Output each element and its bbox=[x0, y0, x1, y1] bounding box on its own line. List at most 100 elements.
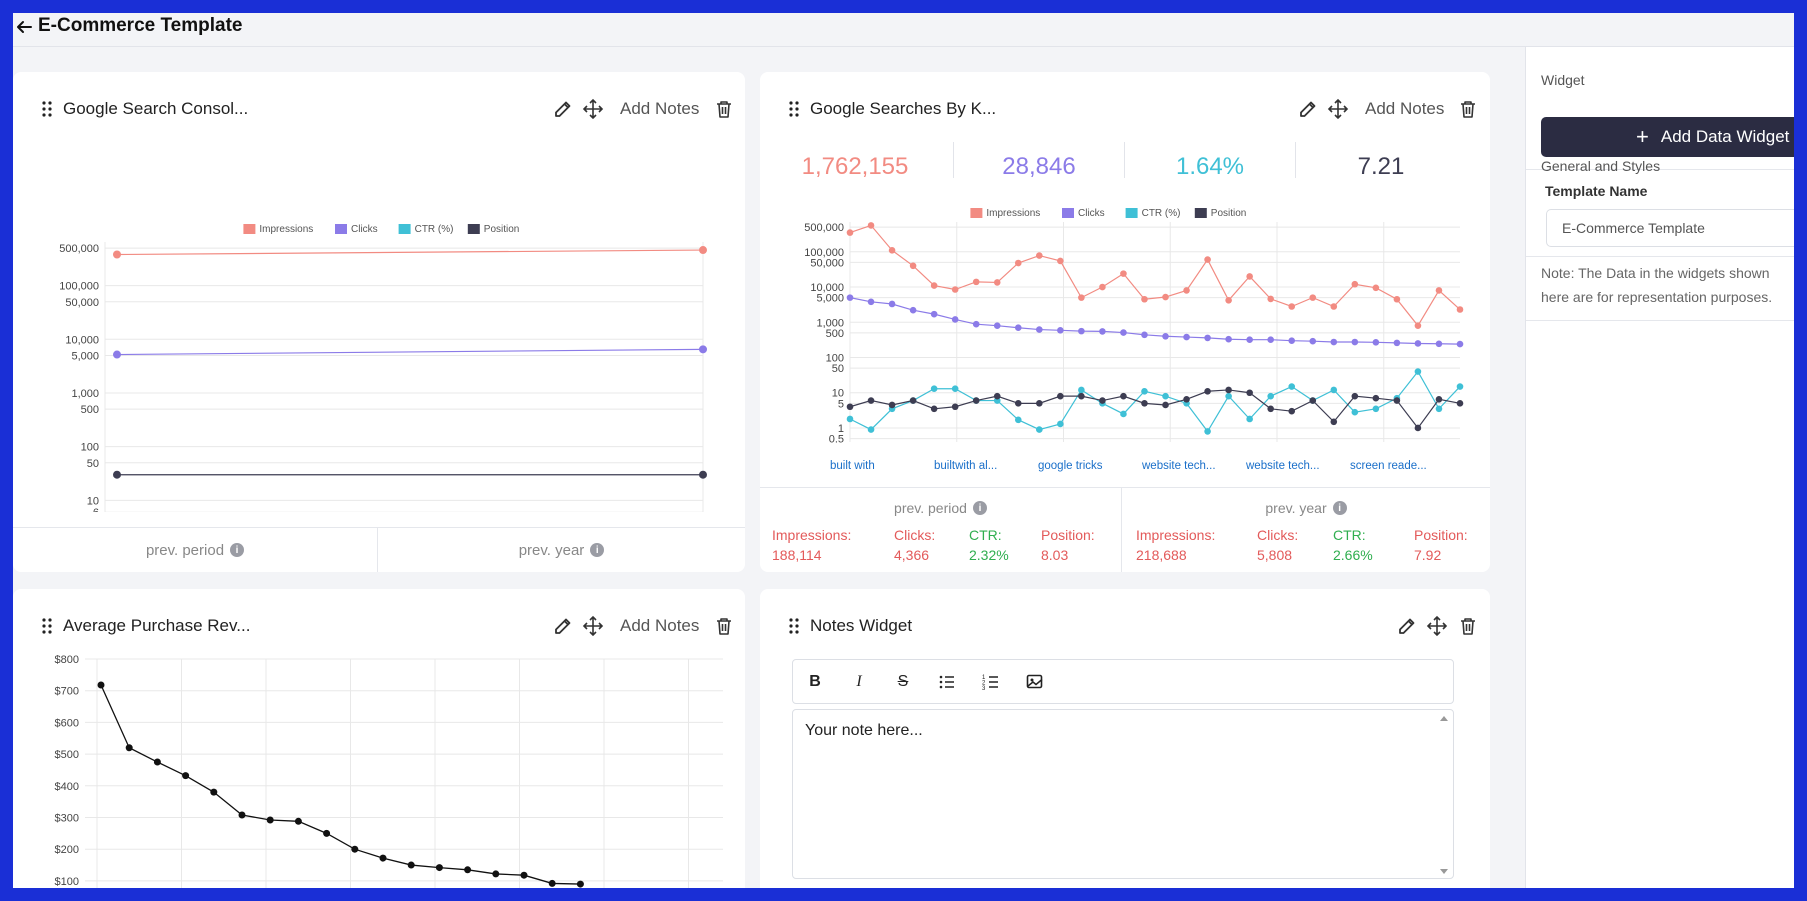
data-point bbox=[294, 817, 302, 825]
widget-title: Google Searches By K... bbox=[810, 99, 997, 118]
data-point bbox=[125, 744, 133, 752]
legend-swatch bbox=[1194, 208, 1207, 218]
widget-title: Average Purchase Rev... bbox=[63, 616, 251, 635]
divider bbox=[1526, 320, 1794, 321]
data-point bbox=[113, 350, 121, 359]
info-icon[interactable]: i bbox=[1332, 501, 1347, 515]
bullet-list-icon[interactable] bbox=[937, 672, 957, 692]
data-point bbox=[1078, 327, 1085, 335]
data-point bbox=[1162, 293, 1169, 301]
drag-handle-icon[interactable] bbox=[788, 617, 800, 635]
position-value: 8.03 bbox=[1041, 547, 1069, 563]
data-point bbox=[1204, 387, 1211, 395]
comparison-row: prev. period i prev. year i bbox=[13, 527, 745, 572]
data-point bbox=[1036, 400, 1043, 407]
data-point bbox=[972, 320, 980, 328]
data-point bbox=[1330, 386, 1338, 394]
data-point bbox=[930, 385, 938, 393]
pencil-icon[interactable] bbox=[1396, 615, 1418, 637]
move-arrows-icon[interactable] bbox=[582, 615, 604, 637]
pencil-icon[interactable] bbox=[1297, 98, 1319, 120]
y-tick-label: $400 bbox=[55, 781, 79, 793]
data-point bbox=[492, 870, 500, 878]
scroll-up-icon[interactable] bbox=[1439, 714, 1449, 722]
widget-header: Google Search Consol... Add Notes bbox=[13, 72, 745, 132]
data-point bbox=[1435, 396, 1443, 403]
data-point bbox=[846, 229, 854, 236]
impressions-value: 218,688 bbox=[1136, 547, 1187, 563]
add-notes-button[interactable]: Add Notes bbox=[620, 99, 700, 118]
data-point bbox=[1456, 400, 1464, 407]
widget-header: Average Purchase Rev... Add Notes bbox=[13, 589, 745, 649]
numbered-list-icon[interactable]: 123 bbox=[981, 672, 1001, 692]
legend-label: Impressions bbox=[259, 224, 313, 235]
data-point bbox=[1267, 392, 1274, 400]
bold-icon[interactable]: B bbox=[809, 673, 821, 690]
data-point bbox=[1330, 418, 1338, 426]
add-data-widget-button[interactable]: + Add Data Widget bbox=[1541, 117, 1794, 157]
info-icon[interactable]: i bbox=[590, 543, 605, 557]
legend-label: Position bbox=[1211, 208, 1247, 219]
divider bbox=[1526, 256, 1794, 257]
template-name-input[interactable] bbox=[1546, 209, 1794, 247]
data-point bbox=[1393, 339, 1401, 347]
data-point bbox=[379, 854, 387, 862]
data-point bbox=[210, 788, 218, 796]
data-point bbox=[1309, 397, 1317, 404]
prev-period-label: prev. period bbox=[894, 500, 967, 516]
series-line bbox=[116, 249, 704, 256]
note-editor[interactable]: Your note here... bbox=[792, 709, 1454, 879]
legend-swatch bbox=[467, 224, 480, 234]
pencil-icon[interactable] bbox=[552, 98, 574, 120]
legend-label: Impressions bbox=[986, 208, 1040, 219]
top-bar: E-Commerce Template bbox=[13, 13, 1794, 47]
scroll-down-icon[interactable] bbox=[1439, 868, 1449, 876]
info-icon[interactable]: i bbox=[972, 501, 987, 515]
move-arrows-icon[interactable] bbox=[1426, 615, 1448, 637]
kpi-divider bbox=[1295, 142, 1296, 178]
drag-handle-icon[interactable] bbox=[41, 617, 53, 635]
add-notes-button[interactable]: Add Notes bbox=[1365, 99, 1445, 118]
app-window: E-Commerce Template Google Search Consol… bbox=[13, 13, 1794, 888]
trash-icon[interactable] bbox=[713, 98, 735, 120]
data-point bbox=[888, 247, 896, 254]
move-arrows-icon[interactable] bbox=[1327, 98, 1349, 120]
clicks-value: 5,808 bbox=[1257, 547, 1293, 563]
arrow-left-icon[interactable] bbox=[13, 15, 37, 39]
data-point bbox=[1225, 386, 1232, 394]
impressions-label: Impressions: bbox=[772, 527, 852, 543]
kpi-divider bbox=[953, 142, 954, 178]
pencil-icon[interactable] bbox=[552, 615, 574, 637]
trash-icon[interactable] bbox=[713, 615, 735, 637]
data-point bbox=[972, 397, 980, 404]
info-icon[interactable]: i bbox=[230, 543, 245, 557]
kpi-impressions: 1,762,155 bbox=[801, 153, 909, 180]
data-point bbox=[888, 401, 896, 409]
move-arrows-icon[interactable] bbox=[582, 98, 604, 120]
data-point bbox=[909, 397, 917, 404]
trash-icon[interactable] bbox=[1457, 615, 1479, 637]
data-point bbox=[1246, 273, 1253, 280]
impressions-value: 188,114 bbox=[772, 547, 822, 563]
data-point bbox=[351, 845, 359, 853]
add-notes-button[interactable]: Add Notes bbox=[620, 616, 700, 635]
data-point bbox=[930, 310, 938, 318]
data-point bbox=[153, 758, 161, 766]
legend-swatch bbox=[970, 208, 983, 218]
data-point bbox=[1120, 410, 1127, 418]
drag-handle-icon[interactable] bbox=[41, 100, 53, 118]
data-point bbox=[909, 306, 917, 314]
data-point bbox=[1014, 259, 1022, 267]
insert-image-icon[interactable] bbox=[1025, 672, 1045, 692]
drag-handle-icon[interactable] bbox=[788, 100, 800, 118]
ctr-value: 2.32% bbox=[969, 547, 1009, 563]
italic-icon[interactable]: I bbox=[856, 673, 862, 690]
data-point bbox=[1288, 303, 1296, 310]
data-point bbox=[699, 470, 707, 479]
data-point bbox=[1162, 332, 1169, 340]
y-tick-label: 50,000 bbox=[65, 297, 99, 309]
y-tick-label: 500 bbox=[826, 328, 844, 340]
trash-icon[interactable] bbox=[1457, 98, 1479, 120]
data-point bbox=[266, 816, 274, 824]
strikethrough-icon[interactable]: S bbox=[897, 673, 909, 690]
